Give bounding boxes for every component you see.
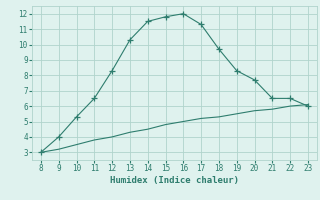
X-axis label: Humidex (Indice chaleur): Humidex (Indice chaleur)	[110, 176, 239, 185]
